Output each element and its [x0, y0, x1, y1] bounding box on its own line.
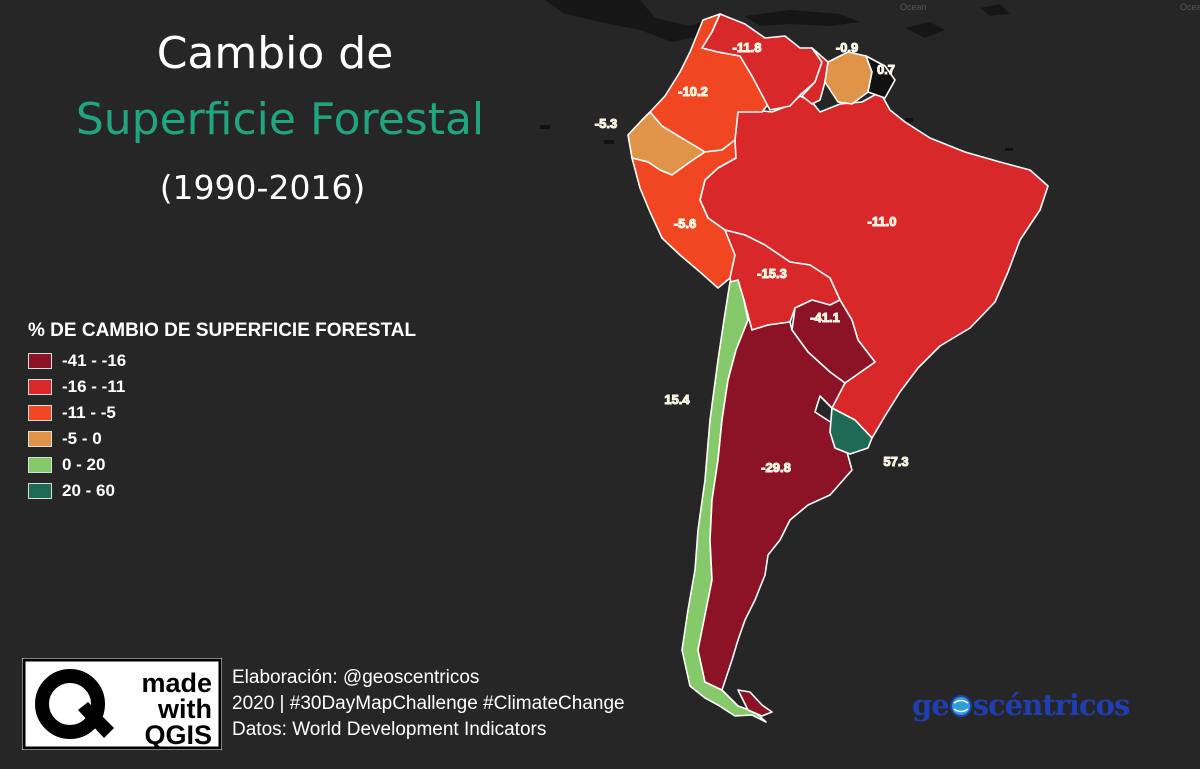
region-value-label: 15.4: [664, 392, 690, 407]
credits: Elaboración: @geoscentricos 2020 | #30Da…: [232, 665, 625, 743]
legend: % DE CAMBIO DE SUPERFICIE FORESTAL -41 -…: [28, 320, 416, 504]
region-french-guiana[interactable]: [865, 55, 896, 99]
legend-label: 20 - 60: [62, 481, 115, 500]
title-line-3: (1990-2016): [159, 168, 366, 207]
legend-swatch: [28, 405, 52, 421]
brand-logo: ge scéntricos: [912, 688, 1131, 722]
legend-swatch: [28, 457, 52, 473]
legend-item: -41 - -16: [28, 348, 416, 374]
region-value-label: -11.0: [868, 214, 897, 229]
region-value-label: -41.1: [810, 310, 840, 325]
region-uruguay[interactable]: [829, 407, 873, 455]
legend-title: % DE CAMBIO DE SUPERFICIE FORESTAL: [28, 320, 417, 341]
globe-icon: [949, 695, 972, 717]
region-value-label: 57.3: [883, 454, 908, 469]
region-value-label: -5.6: [674, 216, 696, 231]
legend-item: -16 - -11: [28, 374, 416, 400]
legend-swatch: [28, 483, 52, 499]
region-value-label: -29.8: [761, 460, 791, 475]
region-argentina-tdf[interactable]: [737, 689, 773, 717]
legend-item: -11 - -5: [28, 400, 416, 426]
legend-item: 20 - 60: [28, 478, 416, 504]
legend-label: -5 - 0: [62, 429, 102, 448]
brand-text-end: scéntricos: [972, 688, 1131, 722]
logo-made: made: [141, 668, 212, 698]
credits-source: Datos: World Development Indicators: [232, 719, 547, 740]
region-venezuela[interactable]: [701, 13, 823, 111]
legend-label: -16 - -11: [62, 377, 126, 396]
qgis-logo-graphic: made with QGIS: [22, 658, 222, 750]
logo-qgis: QGIS: [144, 720, 212, 750]
region-value-label: -10.2: [678, 84, 708, 99]
legend-label: -11 - -5: [62, 403, 116, 422]
sea-label: Ocean: [900, 2, 927, 12]
background-islands: [540, 118, 1013, 151]
region-value-label: -0.9: [836, 40, 858, 55]
qgis-q-icon: [35, 669, 105, 739]
credits-hashtags: 2020 | #30DayMapChallenge #ClimateChange: [232, 693, 625, 714]
credits-author: Elaboración: @geoscentricos: [232, 667, 480, 688]
logo-with: with: [157, 694, 212, 724]
region-value-label: 0.7: [877, 62, 895, 77]
brand-text-start: ge: [912, 688, 950, 722]
region-labels: -11.8 -0.9 0.7 -10.2 -5.3 -5.6 -11.0 -15.3 -41.1…: [594, 40, 909, 476]
legend-item: -5 - 0: [28, 426, 416, 452]
legend-swatch: [28, 431, 52, 447]
background-land: [545, 0, 1010, 42]
title-line-1: Cambio de: [156, 28, 394, 79]
sea-label: Ocea: [1180, 2, 1200, 12]
legend-item: 0 - 20: [28, 452, 416, 478]
legend-label: -41 - -16: [62, 351, 127, 370]
legend-swatch: [28, 379, 52, 395]
region-peru[interactable]: [631, 139, 737, 289]
region-value-label: -11.8: [733, 40, 762, 55]
region-argentina[interactable]: [697, 299, 853, 691]
legend-label: 0 - 20: [62, 455, 106, 474]
title-line-2: Superficie Forestal: [75, 94, 485, 145]
region-value-label: -5.3: [595, 116, 617, 131]
region-suriname[interactable]: [824, 51, 873, 105]
region-value-label: -15.3: [757, 266, 787, 281]
legend-swatch: [28, 353, 52, 369]
qgis-logo: made with QGIS: [22, 658, 222, 750]
